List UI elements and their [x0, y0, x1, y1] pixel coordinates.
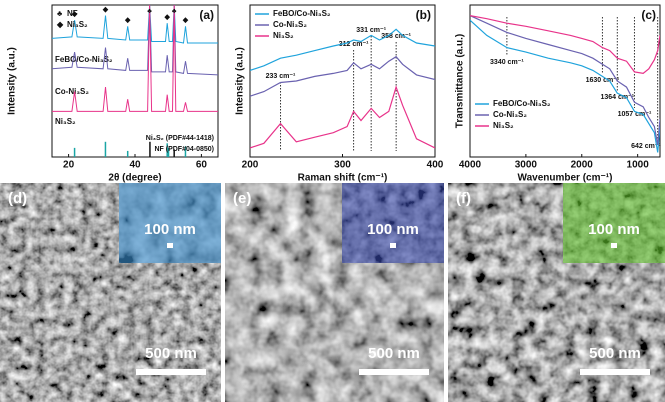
- sem-inset-tint: [119, 183, 221, 263]
- plot-frame: [469, 4, 661, 158]
- series-line: [470, 15, 660, 145]
- inset-scale-bar: [611, 243, 617, 248]
- inset-scale-label: 100 nm: [588, 221, 640, 238]
- x-tick-label: 40: [129, 160, 141, 171]
- peak-marker: ◆: [164, 14, 171, 21]
- peak-marker: ◆: [71, 11, 78, 18]
- sem-inset-tint: [563, 183, 665, 263]
- reference-label: NF (PDF#04-0850): [154, 146, 214, 153]
- legend-label: FeBO/Co-Ni₃S₂: [493, 99, 551, 108]
- x-tick-label: 3000: [515, 160, 538, 171]
- annotation: 312 cm⁻¹: [339, 41, 369, 48]
- inset-scale-bar: [390, 243, 396, 248]
- annotation: 331 cm⁻¹: [356, 27, 386, 34]
- series-label: Ni₃S₂: [55, 117, 76, 126]
- inset-scale-label: 100 nm: [144, 221, 196, 238]
- series-line: [470, 19, 660, 153]
- panel-label: (e): [233, 190, 251, 207]
- annotation: 233 cm⁻¹: [266, 73, 296, 80]
- panel-label: (d): [8, 190, 27, 207]
- annotation: 1630 cm⁻¹: [586, 77, 620, 84]
- panel-label: (c): [641, 8, 656, 22]
- series-line: [250, 28, 435, 71]
- x-tick-label: 1000: [627, 160, 650, 171]
- y-axis-title: Intensity (a.u.): [235, 47, 246, 115]
- scale-label: 500 nm: [145, 345, 197, 362]
- legend-label: FeBO/Co-Ni₃S₂: [273, 9, 331, 18]
- peak-marker: ♣: [172, 8, 177, 15]
- panel-label: (a): [199, 8, 214, 22]
- peak-marker: ◆: [102, 6, 109, 13]
- peak-marker: ◆: [124, 17, 131, 24]
- series-line: [470, 15, 660, 75]
- scale-bar: [136, 369, 206, 375]
- legend-label: NF: [67, 9, 78, 18]
- sem-inset-tint: [342, 183, 444, 263]
- legend-label: Co-Ni₃S₂: [493, 110, 527, 119]
- x-axis-title: 2θ (degree): [108, 173, 161, 184]
- x-axis-title: Wavenumber (cm⁻¹): [518, 173, 613, 184]
- annotation: 358 cm⁻¹: [381, 33, 411, 40]
- legend-symbol: ◆: [56, 20, 64, 29]
- series-line: [52, 5, 218, 112]
- x-tick-label: 300: [334, 160, 351, 171]
- legend-label: Co-Ni₃S₂: [273, 20, 307, 29]
- legend-label: Ni₃S₂: [67, 20, 88, 29]
- peak-marker: ♣: [147, 8, 152, 15]
- inset-scale-bar: [167, 243, 173, 248]
- scale-label: 500 nm: [589, 345, 641, 362]
- x-tick-label: 4000: [459, 160, 482, 171]
- annotation: 1057 cm⁻¹: [618, 111, 652, 118]
- x-axis-title: Raman shift (cm⁻¹): [298, 173, 388, 184]
- annotation: 1364 cm⁻¹: [600, 94, 634, 101]
- x-tick-label: 400: [427, 160, 444, 171]
- series-label: FeBO/Co-Ni₃S₂: [55, 55, 113, 64]
- x-tick-label: 60: [196, 160, 208, 171]
- series-label: Co-Ni₃S₂: [55, 87, 89, 96]
- inset-scale-label: 100 nm: [367, 221, 419, 238]
- scale-label: 500 nm: [368, 345, 420, 362]
- legend-label: Ni₃S₂: [273, 31, 294, 40]
- panel-label: (f): [456, 190, 471, 207]
- scale-bar: [580, 369, 650, 375]
- series-line: [52, 5, 218, 76]
- annotation: 3340 cm⁻¹: [490, 59, 524, 66]
- reference-label: Ni₃S₂ (PDF#44-1418): [146, 135, 214, 142]
- x-tick-label: 2000: [571, 160, 594, 171]
- legend-symbol: ♣: [57, 9, 63, 18]
- series-line: [52, 5, 218, 44]
- annotation: 642 cm⁻¹: [631, 143, 661, 150]
- x-tick-label: 200: [242, 160, 259, 171]
- y-axis-title: Transmittance (a.u.): [455, 34, 466, 128]
- panel-label: (b): [416, 8, 431, 22]
- series-line: [250, 85, 435, 149]
- x-tick-label: 20: [63, 160, 75, 171]
- y-axis-title: Intensity (a.u.): [7, 47, 18, 115]
- scale-bar: [359, 369, 429, 375]
- legend-label: Ni₃S₂: [493, 121, 514, 130]
- peak-marker: ◆: [182, 17, 189, 24]
- series-line: [250, 55, 435, 97]
